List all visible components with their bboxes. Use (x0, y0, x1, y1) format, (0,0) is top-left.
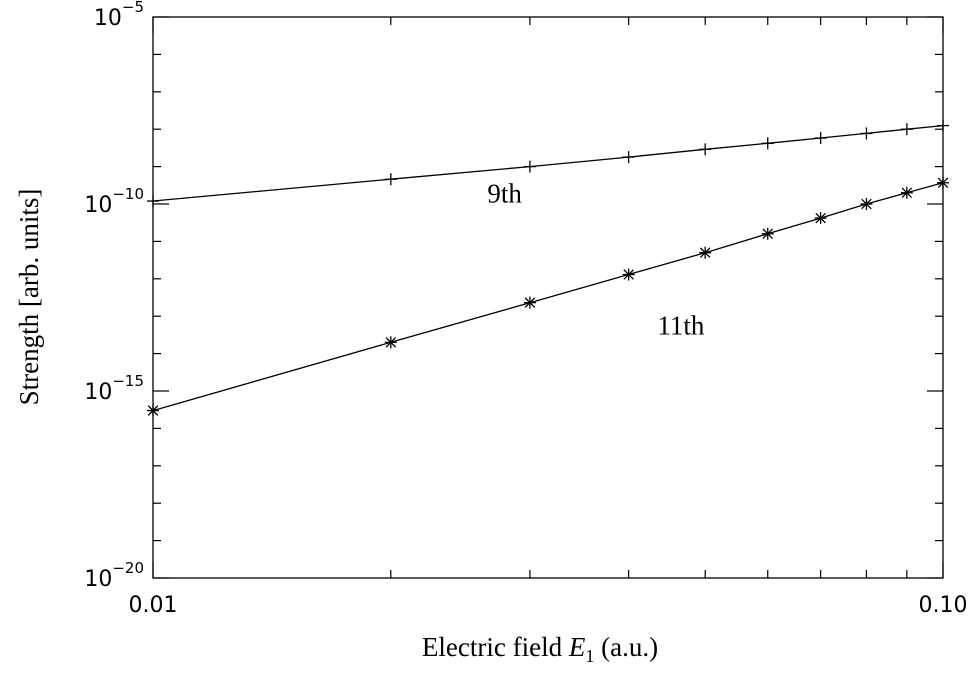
series-0-point (900, 123, 913, 136)
series-1-point (937, 176, 949, 189)
x-axis-label: Electric field E1 (a.u.) (422, 632, 658, 666)
series-0-point (147, 195, 159, 208)
y-tick-label: 10−5 (94, 0, 144, 31)
annotation-9th: 9th (487, 178, 522, 208)
series-1-point (622, 268, 635, 281)
series-1-line (152, 182, 944, 412)
series-1-point (761, 227, 774, 240)
series-1-point (814, 212, 827, 225)
x-tick-label: 0.10 (919, 593, 968, 618)
series-0-point (622, 151, 635, 164)
plot-frame (152, 16, 944, 579)
series-0-line (152, 124, 944, 202)
series-1-point (147, 404, 159, 417)
series-1-point (860, 198, 873, 210)
series-0-point (761, 137, 774, 150)
series-0-point (384, 173, 397, 186)
y-axis-label: Strength [arb. units] (14, 189, 44, 406)
x-tick-label: 0.01 (129, 593, 178, 618)
y-tick-labels: 10−5 10−10 10−15 10−20 (84, 0, 144, 592)
x-axis-label-main: Electric field (422, 632, 569, 662)
series-0-point (937, 119, 949, 132)
y-tick-label: 10−10 (84, 185, 144, 218)
axis-ticks (152, 16, 944, 579)
series-group (147, 119, 949, 417)
series-1-point (699, 246, 712, 259)
series-0-point (814, 132, 827, 145)
x-axis-label-var: E (568, 632, 586, 662)
x-axis-label-sub: 1 (585, 646, 594, 666)
series-0-point (860, 127, 873, 140)
series-1-point (384, 336, 397, 349)
series-0-point (699, 143, 712, 156)
y-tick-label: 10−15 (84, 372, 144, 405)
y-tick-label: 10−20 (84, 559, 144, 592)
series-1-point (523, 296, 536, 309)
series-1-point (900, 186, 913, 199)
x-tick-labels: 0.01 0.10 (129, 593, 968, 618)
x-axis-label-unit: (a.u.) (594, 632, 658, 662)
annotation-11th: 11th (657, 311, 704, 341)
series-0-point (523, 160, 536, 173)
